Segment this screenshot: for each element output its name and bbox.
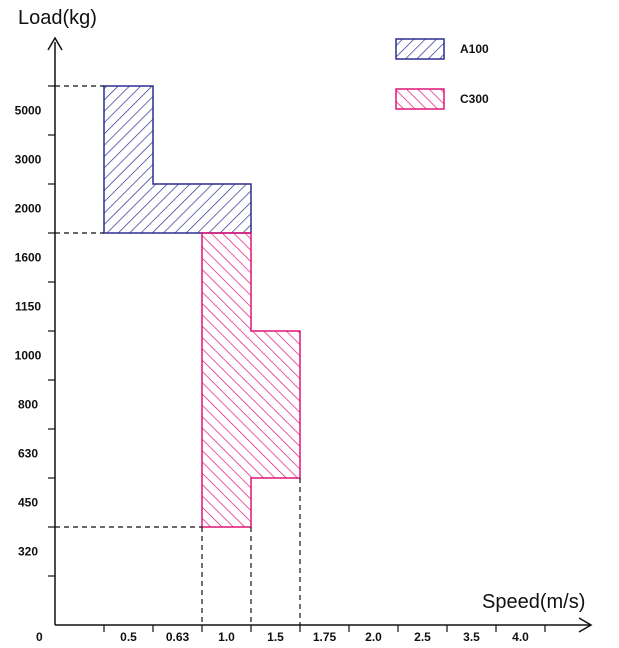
axis-ticks: 0.5 0.63 1.0 1.5 1.75 2.0 2.5 3.5 4.0 320 450 630 80… xyxy=(15,85,546,644)
region-a100 xyxy=(153,184,251,233)
y-tick-label: 5000 xyxy=(15,104,42,118)
y-tick-label: 2000 xyxy=(15,202,42,216)
x-tick-label: 4.0 xyxy=(512,630,529,644)
data-regions xyxy=(103,85,301,528)
x-axis-arrow xyxy=(578,617,593,633)
origin-label: 0 xyxy=(36,630,43,644)
legend: A100 C300 xyxy=(395,38,489,110)
y-tick-label: 630 xyxy=(18,447,38,461)
y-tick-label: 1000 xyxy=(15,349,42,363)
x-tick-label: 1.0 xyxy=(218,630,235,644)
x-tick-label: 1.75 xyxy=(313,630,337,644)
x-tick-label: 2.5 xyxy=(414,630,431,644)
y-axis-arrow xyxy=(47,36,63,51)
region-a100 xyxy=(104,86,153,233)
reference-lines xyxy=(55,85,301,625)
region-c300 xyxy=(202,233,251,527)
x-tick-label: 1.5 xyxy=(267,630,284,644)
y-tick-label: 450 xyxy=(18,496,38,510)
y-tick-label: 800 xyxy=(18,398,38,412)
x-tick-label: 0.63 xyxy=(166,630,190,644)
region-c300 xyxy=(251,331,300,478)
series-outline-a100 xyxy=(103,85,252,234)
y-tick-label: 320 xyxy=(18,545,38,559)
y-axis-title: Load(kg) xyxy=(18,7,97,29)
y-tick-label: 1150 xyxy=(15,300,41,314)
legend-swatch-a100 xyxy=(395,38,445,60)
legend-swatch-c300 xyxy=(395,88,445,110)
legend-label-a100: A100 xyxy=(460,42,489,56)
legend-label-c300: C300 xyxy=(460,92,489,106)
y-tick-label: 3000 xyxy=(15,153,42,167)
y-tick-label: 1600 xyxy=(15,251,42,265)
x-tick-label: 2.0 xyxy=(365,630,382,644)
x-tick-label: 0.5 xyxy=(120,630,137,644)
x-tick-label: 3.5 xyxy=(463,630,480,644)
x-axis-title: Speed(m/s) xyxy=(482,591,585,613)
